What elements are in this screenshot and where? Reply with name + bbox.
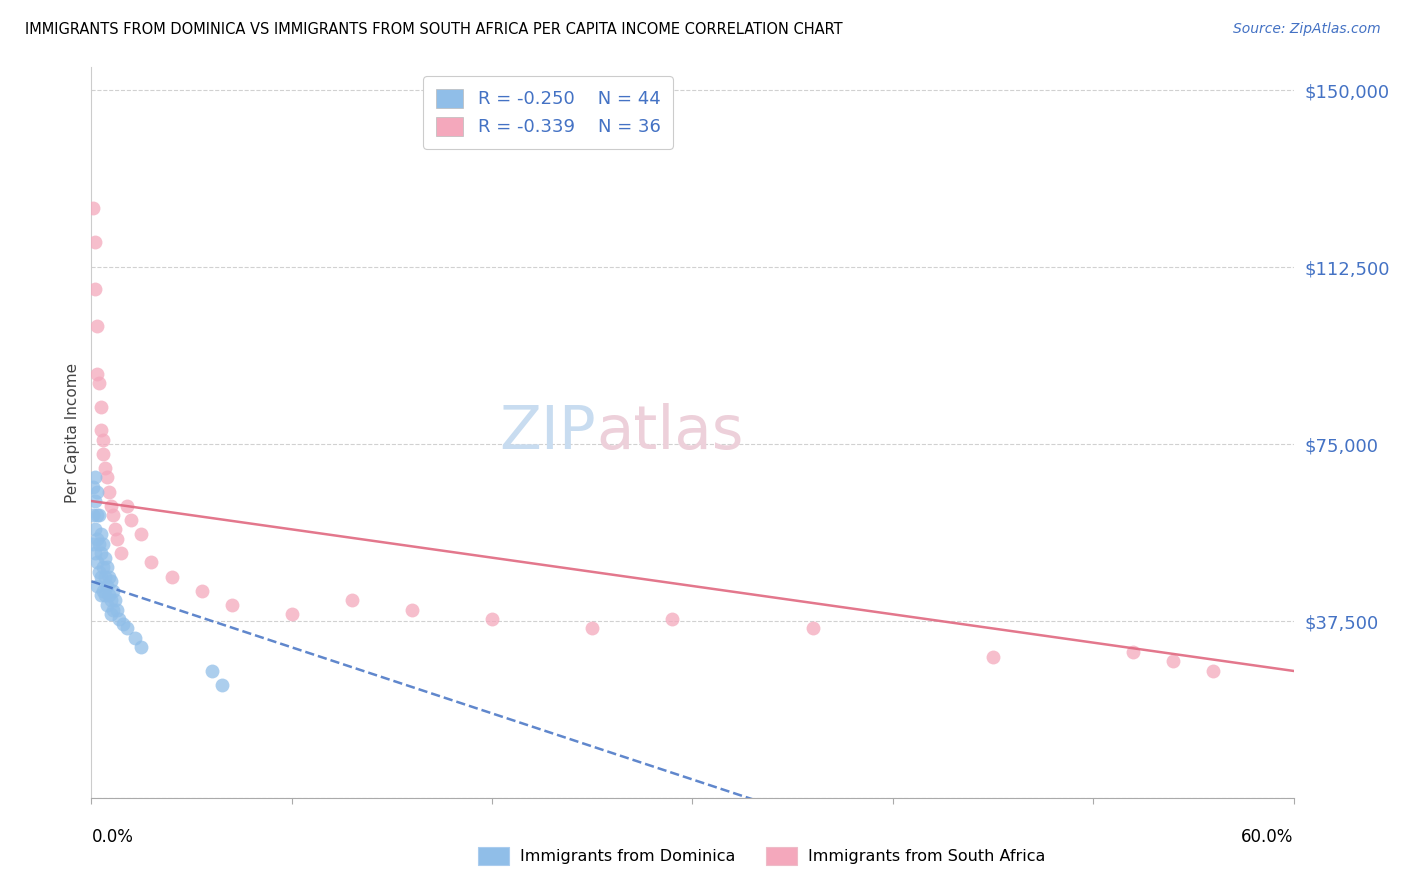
Text: ZIP: ZIP <box>499 403 596 462</box>
Point <box>107 532 129 546</box>
Text: Immigrants from Dominica: Immigrants from Dominica <box>520 849 735 863</box>
Point <box>90 569 112 583</box>
Point <box>86 532 108 546</box>
Point <box>211 678 233 692</box>
Point <box>340 593 363 607</box>
Point <box>90 527 112 541</box>
Point <box>89 376 111 390</box>
Point <box>107 602 129 616</box>
Point <box>96 560 118 574</box>
Point <box>90 423 112 437</box>
Point <box>131 640 153 655</box>
Point <box>89 508 111 523</box>
Point <box>121 513 143 527</box>
Point <box>90 546 112 560</box>
Point <box>108 612 131 626</box>
Point <box>84 522 107 536</box>
Point <box>801 622 824 636</box>
Point <box>1202 664 1225 678</box>
Point <box>93 536 115 550</box>
Point <box>93 583 115 598</box>
Point <box>124 631 146 645</box>
Point <box>82 536 104 550</box>
Point <box>104 522 127 536</box>
Point <box>190 583 212 598</box>
Text: Immigrants from South Africa: Immigrants from South Africa <box>808 849 1046 863</box>
Point <box>93 447 115 461</box>
Text: 0.0%: 0.0% <box>91 828 134 846</box>
Point <box>84 470 107 484</box>
Point <box>110 546 132 560</box>
Point <box>112 616 135 631</box>
Point <box>100 499 122 513</box>
Point <box>93 433 115 447</box>
Text: 60.0%: 60.0% <box>1241 828 1294 846</box>
Point <box>100 607 122 622</box>
Point <box>1122 645 1144 659</box>
Point <box>103 508 125 523</box>
Point <box>82 480 104 494</box>
Point <box>84 235 107 249</box>
Point <box>160 569 183 583</box>
Text: atlas: atlas <box>596 403 744 462</box>
Point <box>100 593 122 607</box>
Point <box>661 612 683 626</box>
Point <box>98 484 121 499</box>
Point <box>1163 655 1185 669</box>
Point <box>82 508 104 523</box>
Point <box>98 589 121 603</box>
Point <box>281 607 304 622</box>
Point <box>117 622 139 636</box>
Point <box>103 602 125 616</box>
Point <box>86 508 108 523</box>
Point <box>86 555 108 569</box>
Point <box>84 494 107 508</box>
Point <box>86 319 108 334</box>
Point <box>94 550 117 565</box>
Point <box>96 598 118 612</box>
Point <box>100 574 122 589</box>
Point <box>141 555 163 569</box>
Point <box>117 499 139 513</box>
Point <box>86 484 108 499</box>
Point <box>82 202 104 216</box>
Point <box>84 546 107 560</box>
Point <box>131 527 153 541</box>
Point <box>84 282 107 296</box>
Point <box>86 367 108 381</box>
Point <box>86 579 108 593</box>
Point <box>89 536 111 550</box>
Y-axis label: Per Capita Income: Per Capita Income <box>65 362 80 503</box>
Point <box>104 593 127 607</box>
Legend: R = -0.250    N = 44, R = -0.339    N = 36: R = -0.250 N = 44, R = -0.339 N = 36 <box>423 76 673 149</box>
Point <box>401 602 423 616</box>
Point <box>103 583 125 598</box>
Point <box>201 664 224 678</box>
Point <box>96 470 118 484</box>
Point <box>90 589 112 603</box>
Point <box>93 560 115 574</box>
Point <box>98 569 121 583</box>
Point <box>89 565 111 579</box>
Point <box>96 579 118 593</box>
Point <box>90 400 112 414</box>
Point <box>221 598 243 612</box>
Point <box>981 649 1004 664</box>
Text: Source: ZipAtlas.com: Source: ZipAtlas.com <box>1233 22 1381 37</box>
Point <box>94 461 117 475</box>
Point <box>581 622 603 636</box>
Point <box>481 612 503 626</box>
Point <box>94 569 117 583</box>
Point <box>94 589 117 603</box>
Text: IMMIGRANTS FROM DOMINICA VS IMMIGRANTS FROM SOUTH AFRICA PER CAPITA INCOME CORRE: IMMIGRANTS FROM DOMINICA VS IMMIGRANTS F… <box>25 22 844 37</box>
